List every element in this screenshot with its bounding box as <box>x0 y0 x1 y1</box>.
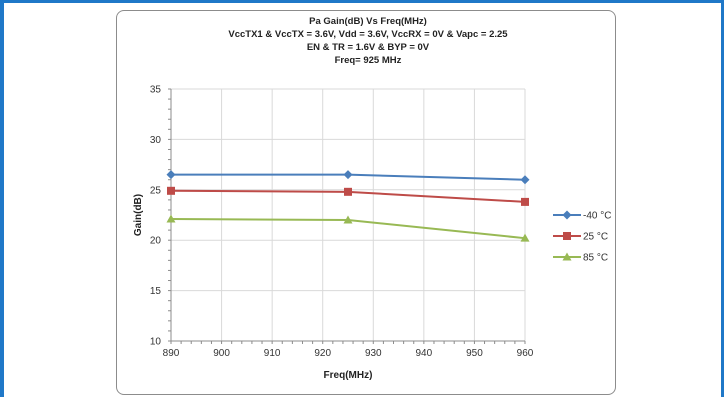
x-tick-label: 910 <box>264 348 281 359</box>
title-line: Pa Gain(dB) Vs Freq(MHz) <box>309 16 427 27</box>
data-point-square <box>344 187 352 196</box>
data-point-triangle <box>520 233 530 242</box>
x-tick-label: 940 <box>416 348 433 359</box>
x-tick-label: 920 <box>314 348 331 359</box>
title-line: Freq= 925 MHz <box>335 55 402 66</box>
data-point-diamond <box>343 170 353 180</box>
legend: -40 °C 25 °C 85 °C <box>553 210 611 264</box>
x-tick-label: 950 <box>466 348 483 359</box>
data-point-diamond <box>166 170 176 180</box>
y-tick-label: 35 <box>150 85 162 96</box>
y-tick-label: 10 <box>150 337 162 348</box>
data-point-diamond <box>520 175 530 185</box>
series-lines <box>166 170 530 242</box>
x-tick-label: 960 <box>517 348 534 359</box>
legend-label: -40 °C <box>583 211 611 222</box>
gridlines <box>170 88 526 342</box>
legend-label: 25 °C <box>583 232 608 243</box>
title-line: VccTX1 & VccTX = 3.6V, Vdd = 3.6V, VccRX… <box>228 29 508 40</box>
y-tick-label: 20 <box>150 236 162 247</box>
data-point-triangle <box>562 252 572 261</box>
x-tick-label: 900 <box>213 348 230 359</box>
data-point-square <box>521 197 529 206</box>
y-tick-label: 15 <box>150 286 162 297</box>
y-axis-title: Gain(dB) <box>133 194 144 236</box>
axes <box>168 88 526 344</box>
data-point-square <box>167 186 175 195</box>
chart-card <box>116 10 616 395</box>
chart-title: Pa Gain(dB) Vs Freq(MHz) VccTX1 & VccTX =… <box>228 16 508 66</box>
title-line: EN & TR = 1.6V & BYP = 0V <box>307 42 430 53</box>
x-tick-label: 930 <box>365 348 382 359</box>
y-tick-label: 30 <box>150 135 162 146</box>
data-point-triangle <box>343 215 353 224</box>
data-point-diamond <box>562 210 572 220</box>
tick-labels: 10 15 20 25 30 35 890 900 910 920 930 940 950 960 <box>150 85 534 360</box>
legend-label: 85 °C <box>583 253 608 264</box>
x-axis-title: Freq(MHz) <box>324 370 373 381</box>
y-tick-label: 25 <box>150 185 162 196</box>
data-point-square <box>563 232 571 240</box>
data-point-triangle <box>166 214 176 223</box>
x-tick-label: 890 <box>163 348 180 359</box>
